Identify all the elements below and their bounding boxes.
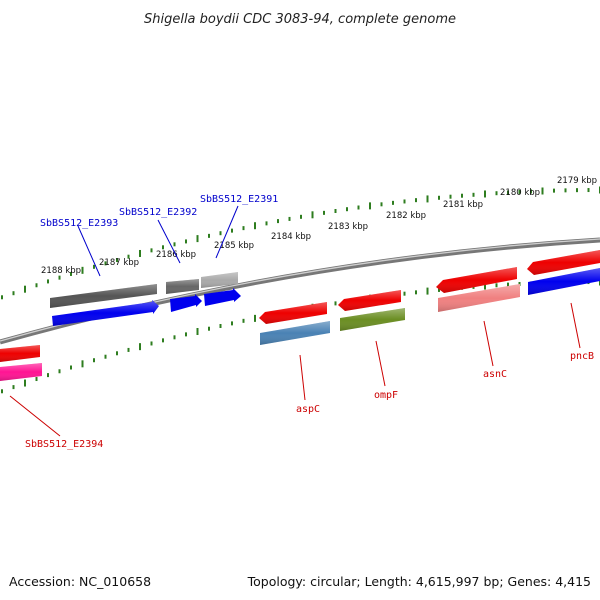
kbp-label: 2180 kbp [500, 188, 540, 198]
gene-arrow[interactable] [170, 294, 202, 312]
gene-label[interactable]: ompF [374, 390, 398, 401]
genome-summary-text: Topology: circular; Length: 4,615,997 bp… [247, 574, 591, 589]
kbp-label: 2188 kbp [41, 266, 81, 276]
gene-label[interactable]: SbBS512_E2393 [40, 218, 118, 229]
kbp-label: 2179 kbp [557, 176, 597, 186]
gene-label[interactable]: SbBS512_E2394 [25, 439, 103, 450]
gene-label[interactable]: SbBS512_E2392 [119, 207, 197, 218]
map-title: Shigella boydii CDC 3083-94, complete ge… [144, 12, 456, 27]
gene-labels-bottom: SbBS512_E2394 aspC ompF asnC pncB [25, 351, 594, 450]
kbp-labels: 2188 kbp 2187 kbp 2186 kbp 2185 kbp 2184… [41, 176, 597, 276]
leader-lines [9, 205, 581, 437]
gene-label[interactable]: aspC [296, 404, 320, 415]
kbp-label: 2184 kbp [271, 232, 311, 242]
gene-label[interactable]: asnC [483, 369, 507, 380]
gene-labels-top: SbBS512_E2393 SbBS512_E2392 SbBS512_E239… [40, 194, 278, 229]
accession-text: Accession: NC_010658 [9, 574, 151, 589]
kbp-label: 2183 kbp [328, 222, 368, 232]
gene-arrow[interactable] [204, 288, 241, 306]
gene-label[interactable]: pncB [570, 351, 594, 362]
kbp-label: 2181 kbp [443, 200, 483, 210]
feature-gloss [0, 250, 600, 381]
kbp-label: 2182 kbp [386, 211, 426, 221]
kbp-label: 2185 kbp [214, 241, 254, 251]
gene-label[interactable]: SbBS512_E2391 [200, 194, 278, 205]
kbp-label: 2187 kbp [99, 258, 139, 268]
